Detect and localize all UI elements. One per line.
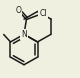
Text: O: O xyxy=(15,6,21,15)
Text: N: N xyxy=(21,30,27,39)
Text: Cl: Cl xyxy=(39,9,47,18)
